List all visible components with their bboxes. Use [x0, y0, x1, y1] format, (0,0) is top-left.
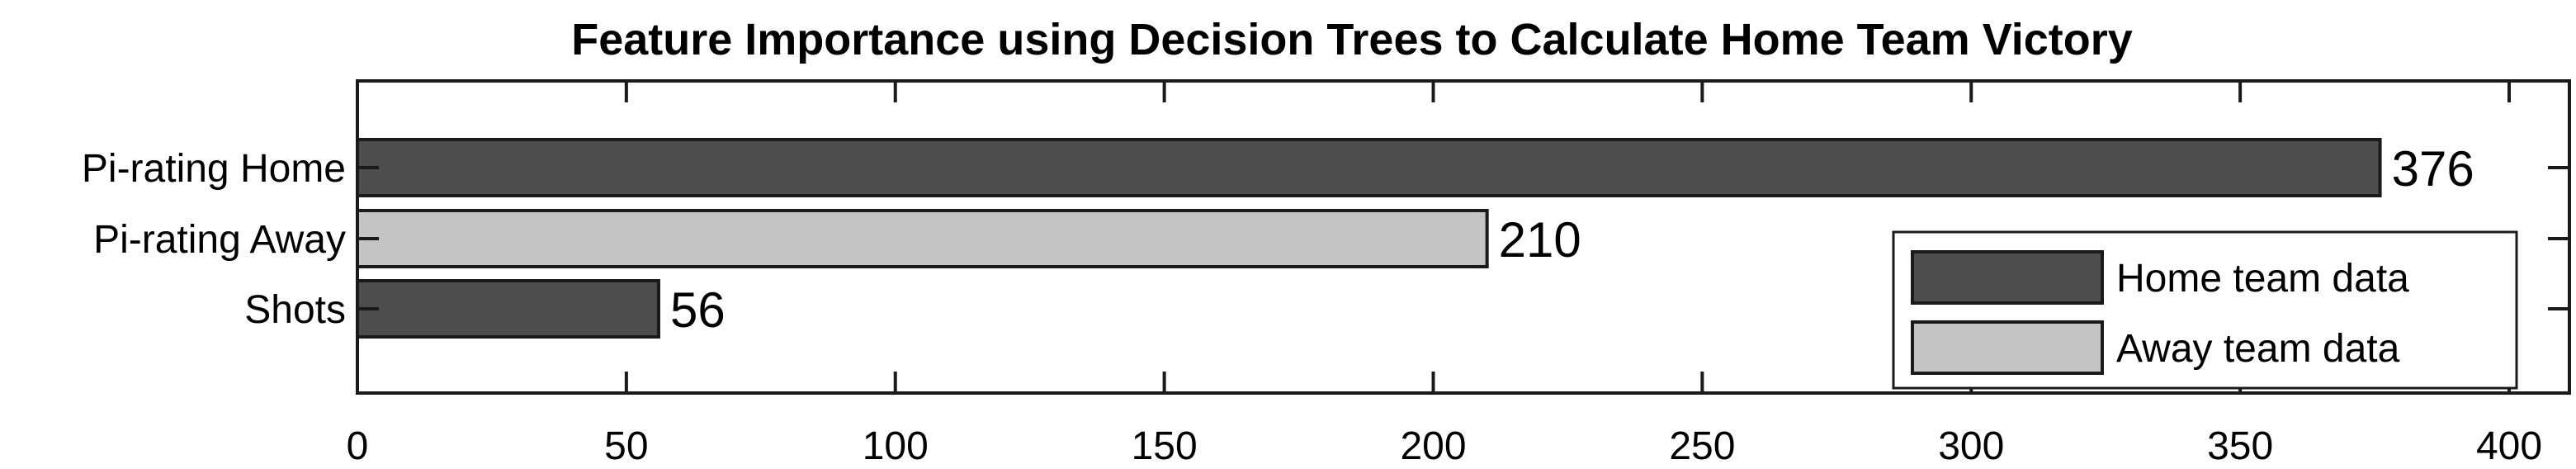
data-labels-layer: 376 210 56 — [670, 141, 2474, 338]
legend-swatch-home — [1911, 250, 2104, 305]
x-tick-label-4: 200 — [1400, 424, 1466, 468]
category-label-2: Shots — [244, 288, 346, 332]
legend-swatch-away — [1911, 320, 2104, 375]
x-tick-label-7: 350 — [2207, 424, 2273, 468]
legend: Home team data Away team data — [1892, 230, 2518, 390]
x-tick-label-2: 100 — [863, 424, 929, 468]
x-tick-label-1: 50 — [604, 424, 648, 468]
bar-1 — [356, 209, 1489, 268]
legend-label-away: Away team data — [2116, 327, 2400, 371]
x-tick-label-3: 150 — [1132, 424, 1198, 468]
category-label-0: Pi-rating Home — [82, 147, 346, 191]
x-tick-label-5: 250 — [1669, 424, 1735, 468]
data-label-2: 56 — [670, 282, 726, 338]
x-tick-label-0: 0 — [347, 424, 369, 468]
legend-label-home: Home team data — [2116, 257, 2409, 301]
category-label-1: Pi-rating Away — [93, 218, 346, 262]
x-tick-label-8: 400 — [2476, 424, 2542, 468]
axis-ticks-layer: Pi-rating Home Pi-rating Away Shots 0 50 100 1… — [82, 81, 2569, 468]
bars-layer — [356, 138, 2382, 339]
data-label-0: 376 — [2392, 141, 2474, 197]
data-label-1: 210 — [1499, 212, 1581, 268]
bar-0 — [356, 138, 2382, 197]
chart-title: Feature Importance using Decision Trees … — [571, 15, 2133, 64]
x-tick-label-6: 300 — [1938, 424, 2004, 468]
bar-2 — [356, 279, 660, 339]
